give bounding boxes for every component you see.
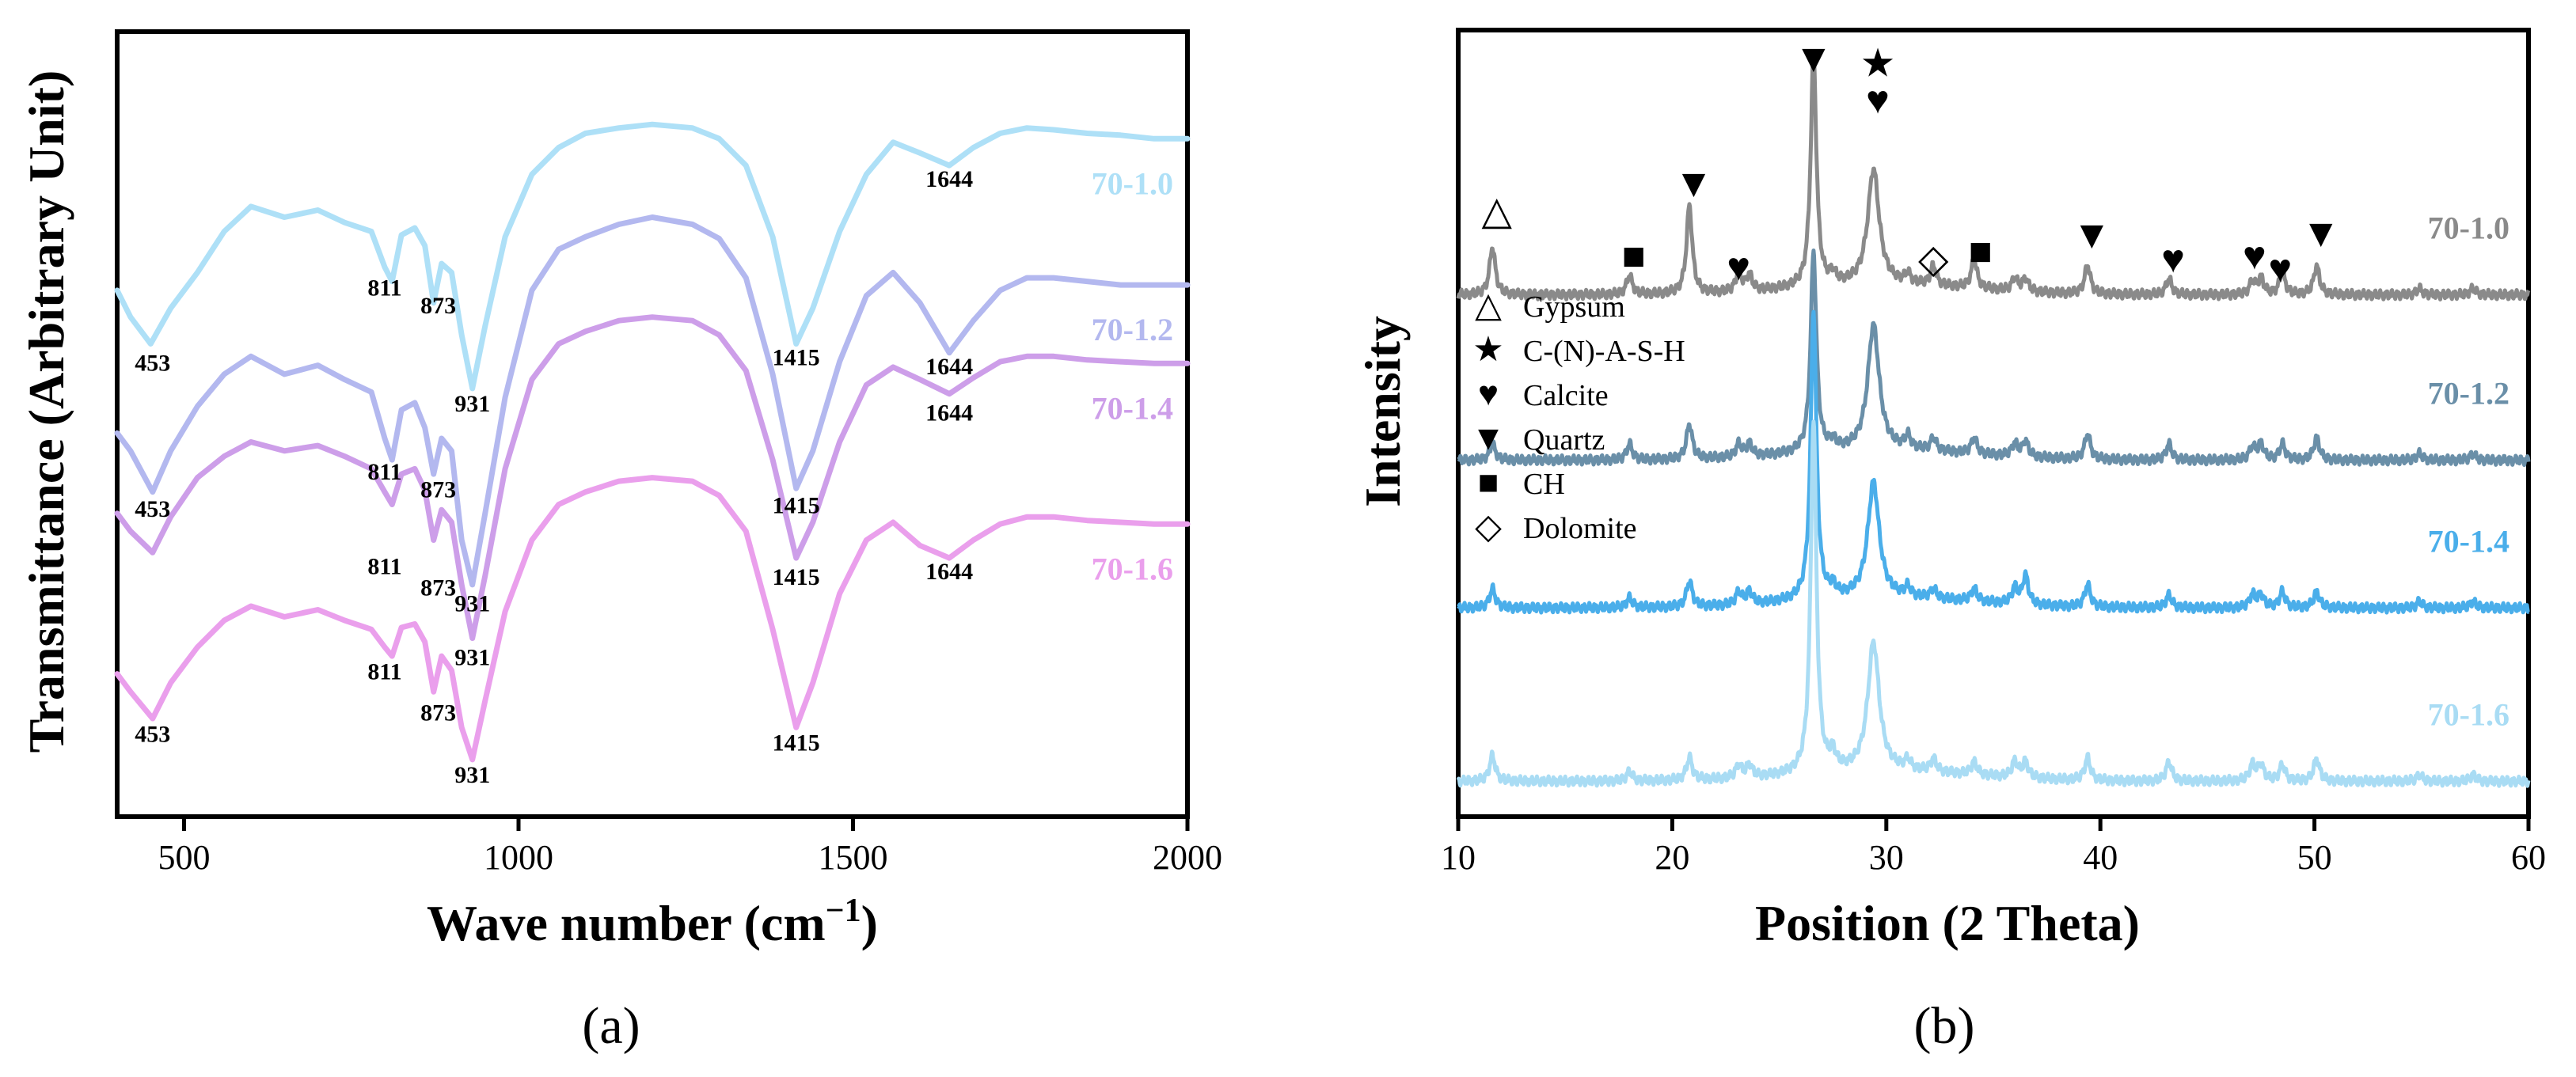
legend-gypsum-label: Gypsum [1523,290,1625,324]
xrd-series-line [1456,419,2531,788]
panel-a-label: (a) [582,997,640,1055]
panel-a-series-labels-group: 70-1.0 70-1.2 70-1.4 70-1.6 [1092,165,1173,586]
panel-a-frame [115,29,1190,819]
ftir-peak-annotation: 453 [135,721,170,747]
ftir-series-label: 70-1.6 [1092,551,1173,586]
phase-marker: ■ [1969,229,1993,273]
phase-marker: ■ [1622,233,1646,278]
ftir-peak-annotation: 1644 [925,559,973,585]
legend-quartz-label: Quartz [1523,423,1605,457]
ftir-peak-annotation: 873 [420,575,456,601]
ftir-peak-annotation: 1415 [773,345,820,371]
x-tick-label: 10 [1441,838,1476,877]
xrd-series-label: 70-1.6 [2428,696,2510,732]
phase-marker: ◇ [1918,237,1949,281]
panel-b-legend: △ Gypsum ★ C-(N)-A-S-H ♥ Calcite ▼ Quartz ■ CH ◇ Do… [1471,286,1685,546]
legend-cnash-icon: ★ [1472,330,1503,369]
legend-ch-icon: ■ [1478,463,1499,502]
phase-marker: ♥ [1727,245,1750,289]
ftir-peak-annotation: 1644 [925,166,973,192]
x-tick-label: 60 [2511,838,2546,877]
legend-dolomite-icon: ◇ [1475,507,1502,546]
panel-b-series-group [1456,51,2531,788]
panel-a-y-axis-label: Transmittance (Arbitrary Unit) [18,70,74,753]
panel-b-frame [1456,28,2531,819]
panel-a-x-axis-label: Wave number (cm−1) [427,893,878,951]
legend-ch-label: CH [1523,468,1565,501]
panel-a-ftir: 4538118739311415164445381187393114151644… [18,29,1222,1055]
legend-calcite-label: Calcite [1523,379,1609,412]
xrd-series-label: 70-1.0 [2428,210,2510,246]
legend-quartz-icon: ▼ [1471,419,1506,457]
ftir-peak-annotation: 873 [420,476,456,502]
phase-marker: ★ [1860,41,1896,85]
phase-marker: △ [1481,188,1512,233]
ftir-series-line [114,214,1191,588]
xrd-series-line [1457,309,2530,615]
x-tick-label: 40 [2083,838,2118,877]
phase-marker: ♥ [2161,237,2185,281]
phase-marker: ♥ [1866,78,1890,122]
panel-b-y-axis-label: Intensity [1354,316,1411,507]
xrd-series-label: 70-1.2 [2428,376,2510,411]
ftir-peak-annotation: 1415 [773,493,820,519]
ftir-peak-annotation: 931 [454,644,490,670]
ftir-peak-annotation: 811 [367,275,401,301]
xrd-series-line [1456,51,2531,301]
phase-marker: ▼ [1794,36,1833,80]
ftir-peak-annotation: 1644 [925,354,973,380]
legend-dolomite-label: Dolomite [1523,512,1637,545]
panel-b-series-labels-group: 70-1.0 70-1.2 70-1.4 70-1.6 [2428,210,2510,733]
legend-cnash-label: C-(N)-A-S-H [1523,335,1685,368]
panel-b-x-axis-label: Position (2 Theta) [1755,895,2140,951]
panel-b-label: (b) [1914,997,1975,1055]
x-tick-label: 500 [158,838,211,877]
ftir-peak-annotation: 811 [367,553,401,579]
panel-b-x-ticks-group: 10 20 30 40 50 60 [1441,817,2546,877]
ftir-peak-annotation: 1644 [925,400,973,426]
ftir-peak-annotation: 453 [135,350,170,376]
x-tick-label: 30 [1869,838,1904,877]
ftir-series-label: 70-1.0 [1092,165,1173,201]
ftir-peak-annotation: 873 [420,700,456,726]
ftir-peak-annotation: 453 [135,496,170,522]
phase-marker: ▼ [1674,161,1714,206]
x-tick-label: 1500 [819,838,888,877]
panel-a-x-ticks-group: 500 1000 1500 2000 [158,817,1222,877]
x-tick-label: 2000 [1153,838,1222,877]
phase-marker: ♥ [2243,233,2266,278]
panel-a-series-group [114,121,1191,763]
phase-marker: ▼ [2301,211,2341,256]
ftir-series-line [114,475,1191,763]
panel-b-xrd: △■▼♥▼ ★♥◇ ■ ▼♥ ♥ ♥▼ 70-1.070-1.270-1.470-1.6 … [1354,28,2546,1055]
panel-a-annotations-group: 4538118739311415164445381187393114151644… [135,166,973,788]
ftir-peak-annotation: 931 [454,591,490,617]
legend-gypsum-icon: △ [1475,286,1502,324]
x-tick-label: 50 [2297,838,2332,877]
legend-calcite-icon: ♥ [1478,374,1499,413]
phase-marker: ♥ [2268,246,2292,290]
ftir-peak-annotation: 1415 [773,730,820,757]
ftir-peak-annotation: 1415 [773,564,820,590]
xrd-series-line [1457,248,2531,468]
ftir-series-label: 70-1.2 [1092,312,1173,347]
ftir-series-line [114,314,1191,641]
xrd-series-label: 70-1.4 [2428,523,2510,559]
ftir-peak-annotation: 931 [454,391,490,417]
x-tick-label: 20 [1655,838,1689,877]
panel-b-phase-markers-group: △■▼♥▼ ★♥◇ ■ ▼♥ ♥ ♥▼ [1481,36,2340,290]
ftir-series-line [114,121,1191,392]
ftir-peak-annotation: 811 [367,459,401,485]
ftir-peak-annotation: 931 [454,762,490,788]
ftir-peak-annotation: 873 [420,293,456,319]
ftir-series-label: 70-1.4 [1092,390,1173,426]
x-tick-label: 1000 [484,838,553,877]
ftir-peak-annotation: 811 [367,658,401,685]
phase-marker: ▼ [2073,213,2112,257]
